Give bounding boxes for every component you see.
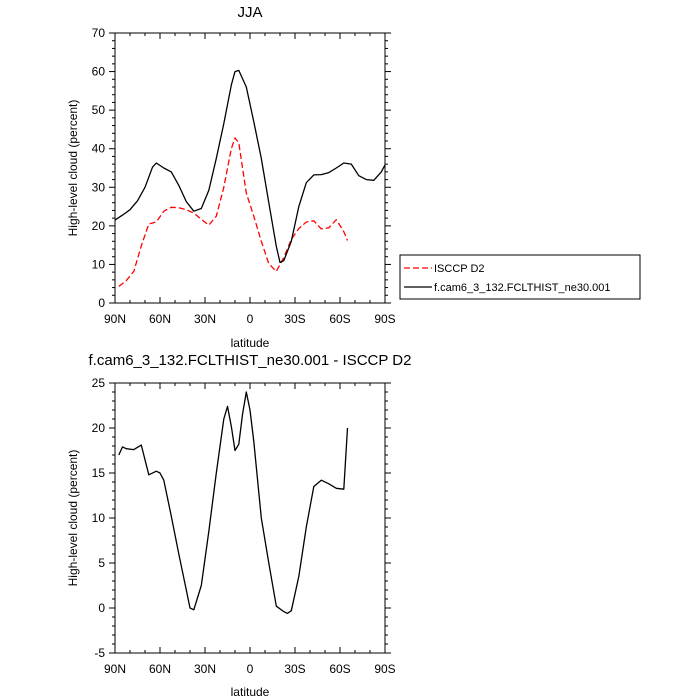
x-tick-label: 30N (194, 662, 216, 676)
legend-label-isccp: ISCCP D2 (434, 263, 485, 275)
x-tick-label: 60S (329, 662, 350, 676)
y-tick-label: 10 (92, 511, 106, 525)
y-tick-label: 0 (98, 601, 105, 615)
series-line-0 (118, 137, 349, 287)
y-tick-label: 60 (92, 65, 106, 79)
series-layer (118, 391, 349, 615)
y-axis-label: High-level cloud (percent) (66, 450, 80, 587)
chart-title: f.cam6_3_132.FCLTHIST_ne30.001 - ISCCP D… (89, 352, 412, 369)
y-tick-label: 30 (92, 180, 106, 194)
y-tick-labels: -5 0 5 10 15 20 25 (92, 376, 106, 660)
y-tick-label: 20 (92, 219, 106, 233)
y-tick-label: 40 (92, 142, 106, 156)
legend-box (399, 254, 641, 300)
y-tick-label: 15 (92, 466, 106, 480)
y-axis-label: High-level cloud (percent) (66, 100, 80, 237)
x-tick-label: 90N (104, 312, 126, 326)
y-tick-labels: 0 10 20 30 40 50 60 70 (92, 26, 106, 310)
ticks-layer (109, 32, 391, 304)
x-tick-labels: 90N 60N 30N 0 30S 60S 90S (104, 662, 396, 676)
x-tick-label: 30S (284, 662, 305, 676)
panel-difference: f.cam6_3_132.FCLTHIST_ne30.001 - ISCCP D… (66, 352, 411, 699)
plot-frame (114, 32, 386, 304)
y-tick-label: 0 (98, 296, 105, 310)
x-tick-label: 60N (149, 662, 171, 676)
x-tick-label: 60S (329, 312, 350, 326)
x-tick-label: 90N (104, 662, 126, 676)
y-tick-label: 70 (92, 26, 106, 40)
y-tick-label: 25 (92, 376, 106, 390)
x-tick-label: 30S (284, 312, 305, 326)
x-tick-label: 0 (247, 312, 254, 326)
x-tick-label: 90S (374, 662, 395, 676)
series-line-1 (114, 69, 386, 264)
x-axis-label: latitude (231, 336, 270, 350)
x-tick-label: 0 (247, 662, 254, 676)
x-tick-label: 30N (194, 312, 216, 326)
y-tick-label: 20 (92, 421, 106, 435)
panel-jja: JJA 90N 60N 30N 0 30S 60S 90S 010203040506070 … (66, 4, 641, 350)
legend: ISCCP D2 f.cam6_3_132.FCLTHIST_ne30.001 (399, 254, 641, 300)
legend-label-cam6: f.cam6_3_132.FCLTHIST_ne30.001 (434, 282, 611, 294)
y-tick-label: 5 (98, 556, 105, 570)
y-tick-label: -5 (94, 646, 105, 660)
difference-line (118, 391, 349, 615)
y-tick-label: 50 (92, 103, 106, 117)
x-axis-label: latitude (231, 685, 270, 699)
chart-title: JJA (237, 4, 262, 21)
x-tick-label: 60N (149, 312, 171, 326)
x-tick-label: 90S (374, 312, 395, 326)
x-tick-labels: 90N 60N 30N 0 30S 60S 90S (104, 312, 396, 326)
series-layer (114, 69, 386, 287)
plot-frame (114, 382, 386, 654)
ticks-layer (109, 382, 391, 654)
y-tick-label: 10 (92, 257, 106, 271)
